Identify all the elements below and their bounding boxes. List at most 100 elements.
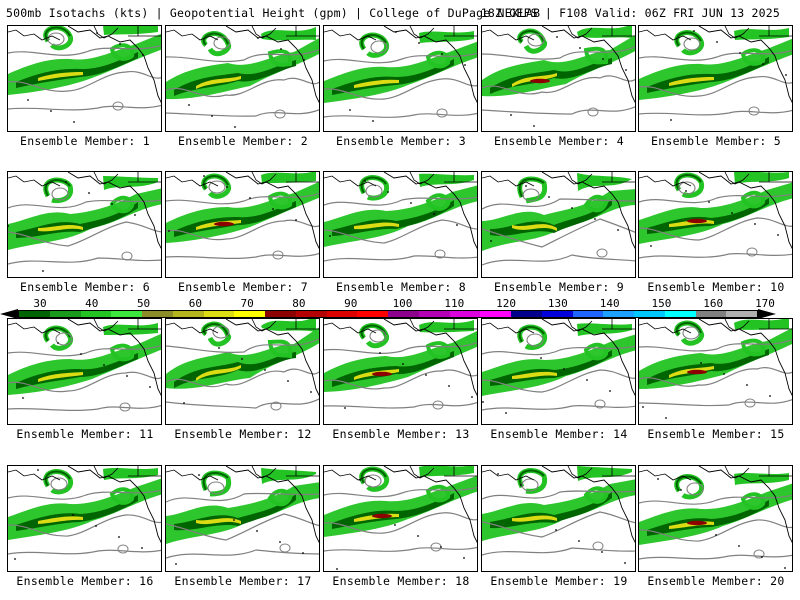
colorbar-left-arrow [0, 309, 18, 319]
colorbar-tick-label: 60 [188, 297, 202, 310]
colorbar-strip [18, 310, 758, 318]
colorbar-tick-label: 120 [496, 297, 516, 310]
map-panel [638, 25, 793, 132]
ensemble-member-label: Ensemble Member: 16 [16, 574, 154, 588]
colorbar-tick-label: 170 [755, 297, 775, 310]
colorbar-swatch [418, 311, 450, 317]
map-panel [165, 318, 320, 425]
colorbar-swatch [511, 311, 542, 317]
colorbar-tick-label: 40 [85, 297, 99, 310]
colorbar-swatch [111, 311, 142, 317]
colorbar-tick-label: 50 [136, 297, 151, 310]
colorbar-swatch [357, 311, 388, 317]
map-panel [165, 25, 320, 132]
ensemble-member-label: Ensemble Member: 14 [490, 427, 628, 441]
map-image [8, 466, 161, 560]
map-image [166, 172, 319, 260]
colorbar-swatch [695, 311, 727, 317]
ensemble-member-label: Ensemble Member: 9 [493, 280, 625, 294]
map-panel [165, 171, 320, 278]
ensemble-member-label: Ensemble Member: 4 [493, 134, 625, 148]
map-image [482, 466, 635, 564]
map-panel [323, 465, 478, 572]
map-image [639, 466, 792, 569]
ensemble-member-label: Ensemble Member: 19 [490, 574, 628, 588]
ensemble-member-label: Ensemble Member: 12 [174, 427, 312, 441]
colorbar-swatch [203, 311, 235, 317]
colorbar-tick-label: 80 [292, 297, 306, 310]
colorbar-swatch [726, 311, 757, 317]
ensemble-member-label: Ensemble Member: 1 [19, 134, 151, 148]
colorbar-swatch [19, 311, 50, 317]
colorbar-swatch [634, 311, 665, 317]
map-image [482, 319, 635, 414]
map-image [324, 172, 477, 262]
ensemble-member-label: Ensemble Member: 10 [647, 280, 785, 294]
header: 500mb Isotachs (kts) | Geopotential Heig… [0, 0, 800, 22]
map-image [166, 26, 319, 128]
map-panel [323, 171, 478, 278]
ensemble-member-label: Ensemble Member: 18 [332, 574, 470, 588]
colorbar-swatch [172, 311, 204, 317]
map-image [8, 319, 161, 412]
ensemble-member-label: Ensemble Member: 8 [335, 280, 467, 294]
colorbar-swatch [480, 311, 511, 317]
map-image [324, 319, 477, 410]
colorbar-swatch [572, 311, 604, 317]
map-panel [323, 318, 478, 425]
colorbar-right-arrow [758, 309, 776, 319]
header-valid-time: 18Z GEFS | F108 Valid: 06Z FRI JUN 13 20… [480, 6, 780, 20]
colorbar-swatch [295, 311, 327, 317]
map-image [639, 319, 792, 419]
header-title: 500mb Isotachs (kts) | Geopotential Heig… [6, 6, 541, 20]
map-panel [638, 318, 793, 425]
map-panel [7, 465, 162, 572]
colorbar-tick-label: 150 [651, 297, 672, 310]
colorbar-tick-label: 100 [392, 297, 413, 310]
map-panel [638, 171, 793, 278]
ensemble-member-label: Ensemble Member: 5 [650, 134, 782, 148]
map-panel [7, 25, 162, 132]
map-panel [638, 465, 793, 572]
ensemble-member-label: Ensemble Member: 7 [177, 280, 309, 294]
ensemble-member-label: Ensemble Member: 15 [647, 427, 785, 441]
map-panel [481, 25, 636, 132]
map-image [8, 26, 161, 123]
map-panel [323, 25, 478, 132]
colorbar-swatch [541, 311, 573, 317]
map-image [166, 319, 319, 411]
map-panel [481, 318, 636, 425]
map-image [324, 466, 477, 570]
ensemble-member-label: Ensemble Member: 13 [332, 427, 470, 441]
colorbar-swatch [142, 311, 173, 317]
ensemble-member-label: Ensemble Member: 17 [174, 574, 312, 588]
colorbar-tick-label: 90 [344, 297, 358, 310]
map-image [166, 466, 319, 565]
ensemble-member-label: Ensemble Member: 6 [19, 280, 151, 294]
ensemble-member-label: Ensemble Member: 3 [335, 134, 467, 148]
map-image [639, 26, 792, 121]
map-panel [481, 171, 636, 278]
ensemble-member-label: Ensemble Member: 2 [177, 134, 309, 148]
map-image [8, 172, 161, 272]
colorbar-ticks: 30 40 50 60 70 80 90 100 110 120 130 140 150 160 170 [20, 298, 790, 320]
colorbar-swatch [49, 311, 81, 317]
colorbar-tick-label: 160 [703, 297, 724, 310]
colorbar-swatch [664, 311, 696, 317]
colorbar-swatch [265, 311, 296, 317]
map-panel [7, 318, 162, 425]
map-image [482, 26, 635, 127]
map-panel [7, 171, 162, 278]
ensemble-member-label: Ensemble Member: 20 [647, 574, 785, 588]
map-panel [481, 465, 636, 572]
colorbar-swatch [234, 311, 265, 317]
map-image [324, 26, 477, 122]
map-image [482, 172, 635, 266]
colorbar-tick-label: 140 [599, 297, 620, 310]
colorbar-swatch [80, 311, 112, 317]
colorbar-tick-label: 130 [547, 297, 568, 310]
ensemble-member-label: Ensemble Member: 11 [16, 427, 154, 441]
colorbar-tick-label: 70 [240, 297, 254, 310]
colorbar-swatch [603, 311, 634, 317]
map-panel [165, 465, 320, 572]
